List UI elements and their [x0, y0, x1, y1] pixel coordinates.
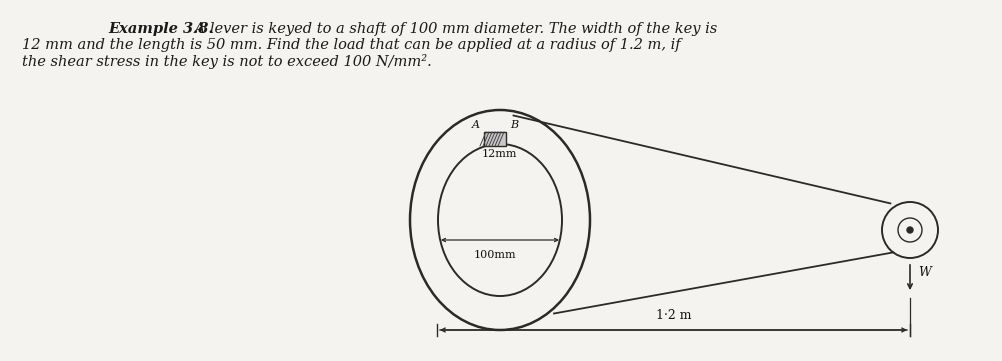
- Text: A lever is keyed to a shaft of 100 mm diameter. The width of the key is: A lever is keyed to a shaft of 100 mm di…: [189, 22, 716, 36]
- Text: B: B: [509, 120, 518, 130]
- Text: W: W: [917, 266, 930, 279]
- Text: A: A: [472, 120, 480, 130]
- Text: the shear stress in the key is not to exceed 100 N/mm².: the shear stress in the key is not to ex…: [22, 54, 431, 69]
- Text: 12mm: 12mm: [481, 149, 516, 159]
- Bar: [484, 132, 505, 146]
- Circle shape: [906, 227, 912, 233]
- Text: 12 mm and the length is 50 mm. Find the load that can be applied at a radius of : 12 mm and the length is 50 mm. Find the …: [22, 38, 680, 52]
- Text: Example 3.8.: Example 3.8.: [108, 22, 213, 36]
- Text: 100mm: 100mm: [473, 250, 516, 260]
- Text: 1·2 m: 1·2 m: [655, 309, 690, 322]
